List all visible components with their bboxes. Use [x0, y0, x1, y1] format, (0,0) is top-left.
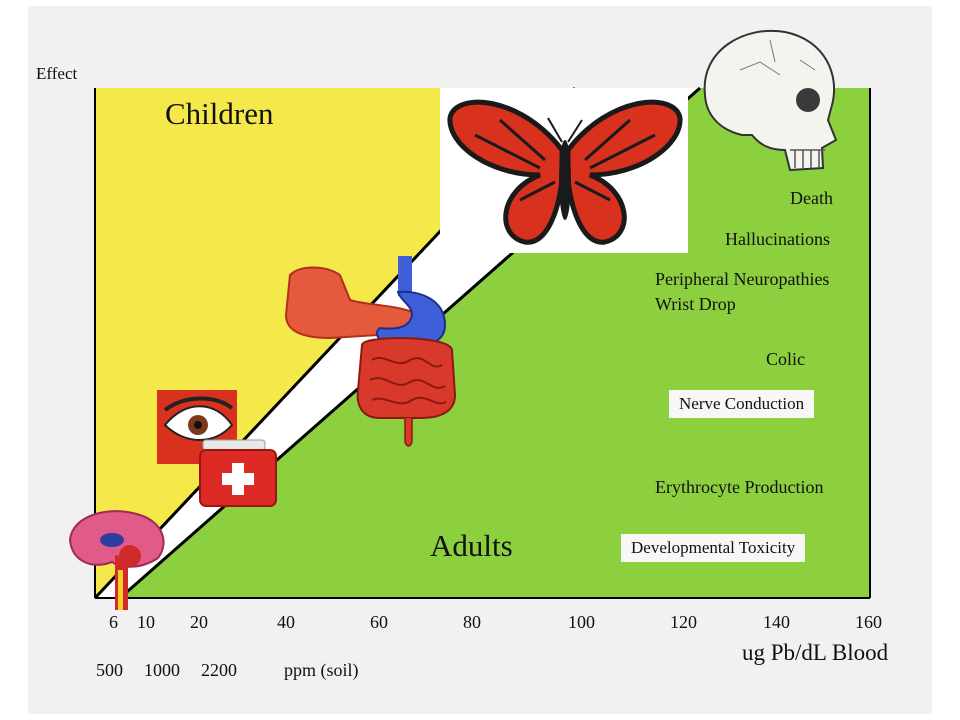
tick-blood-160: 160	[855, 612, 882, 632]
effect-hallucinations: Hallucinations	[725, 229, 830, 249]
tick-soil-2200: 2200	[201, 660, 237, 680]
effect-nerve-conduction: Nerve Conduction	[669, 390, 815, 418]
butterfly-icon	[440, 88, 688, 253]
tick-soil-500: 500	[96, 660, 123, 680]
intestine-icon	[356, 337, 457, 447]
children-label: Children	[165, 96, 274, 131]
tick-blood-140: 140	[763, 612, 790, 632]
tick-blood-80: 80	[463, 612, 481, 632]
skull-icon	[703, 29, 838, 172]
first-aid-kit-icon	[199, 439, 277, 507]
effect-wrist-drop: Wrist Drop	[655, 294, 736, 314]
effect-colic: Colic	[766, 349, 805, 369]
tick-blood-20: 20	[190, 612, 208, 632]
tick-soil-1000: 1000	[144, 660, 180, 680]
soil-unit-label: ppm (soil)	[284, 660, 359, 680]
x-axis-label: ug Pb/dL Blood	[742, 640, 889, 665]
tick-blood-10: 10	[137, 612, 155, 632]
tick-blood-120: 120	[670, 612, 697, 632]
effect-death: Death	[790, 188, 833, 208]
y-axis-label: Effect	[36, 64, 78, 83]
tick-blood-100: 100	[568, 612, 595, 632]
tick-blood-60: 60	[370, 612, 388, 632]
tick-blood-40: 40	[277, 612, 295, 632]
brain-icon	[68, 510, 165, 610]
effect-developmental: Developmental Toxicity	[621, 534, 806, 562]
adults-label: Adults	[430, 528, 513, 563]
effect-neuropathies: Peripheral Neuropathies	[655, 269, 830, 289]
effect-erythrocyte: Erythrocyte Production	[655, 477, 824, 497]
tick-blood-6: 6	[109, 612, 118, 632]
